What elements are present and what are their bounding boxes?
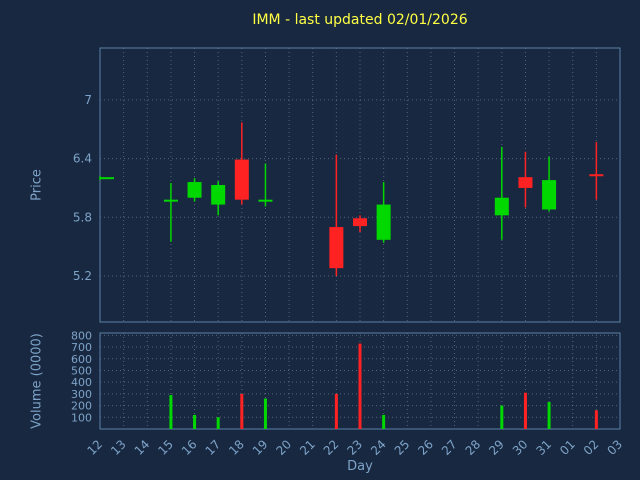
volume-bar-down <box>334 393 338 429</box>
day-axis-label: Day <box>347 459 373 474</box>
volume-bar-up <box>169 395 173 429</box>
volume-bar-up <box>216 417 220 429</box>
volume-bar-up <box>382 414 386 429</box>
day-tick-label: 13 <box>108 437 129 458</box>
candle-body-up <box>100 177 114 180</box>
day-tick-label: 22 <box>321 437 342 458</box>
price-tick-label: 5.2 <box>73 269 92 283</box>
candle-body-up <box>163 199 178 202</box>
day-tick-label: 31 <box>534 437 555 458</box>
day-tick-label: 02 <box>581 437 602 458</box>
price-tick-label: 7 <box>84 93 92 107</box>
day-tick-label: 17 <box>203 437 224 458</box>
day-tick-label: 03 <box>604 437 625 458</box>
volume-tick-label: 100 <box>71 411 92 424</box>
day-tick-label: 30 <box>510 437 531 458</box>
day-tick-label: 16 <box>179 437 200 458</box>
volume-tick-label: 700 <box>71 341 92 354</box>
day-tick-label: 28 <box>463 437 484 458</box>
day-tick-label: 25 <box>392 437 413 458</box>
volume-tick-label: 400 <box>71 376 92 389</box>
price-axis-label: Price <box>29 169 45 201</box>
volume-bar-down <box>240 393 244 429</box>
volume-bar-down <box>358 343 362 429</box>
volume-bar-up <box>193 414 197 429</box>
volume-bar-up <box>263 398 267 429</box>
chart-title: IMM - last updated 02/01/2026 <box>252 12 468 28</box>
volume-bar-down <box>523 392 527 429</box>
day-tick-label: 29 <box>486 437 507 458</box>
volume-tick-label: 300 <box>71 388 92 401</box>
candle-body-up <box>258 199 273 202</box>
day-tick-label: 26 <box>415 437 436 458</box>
volume-axis-label: Volume (0000) <box>29 333 45 429</box>
price-tick-label: 6.4 <box>73 152 92 166</box>
day-tick-label: 23 <box>344 437 365 458</box>
day-tick-label: 19 <box>250 437 271 458</box>
price-tick-label: 5.8 <box>73 210 92 224</box>
candle-body-down <box>234 159 249 200</box>
day-tick-label: 12 <box>84 437 105 458</box>
volume-tick-label: 800 <box>71 329 92 342</box>
volume-bar-up <box>547 402 551 429</box>
candle-body-down <box>589 174 604 177</box>
day-tick-label: 14 <box>132 437 153 458</box>
day-tick-label: 24 <box>368 437 389 458</box>
volume-bar-up <box>500 405 504 429</box>
candle-body-up <box>376 204 391 240</box>
day-tick-label: 18 <box>226 437 247 458</box>
day-tick-label: 21 <box>297 437 318 458</box>
volume-tick-label: 600 <box>71 353 92 366</box>
day-tick-label: 27 <box>439 437 460 458</box>
day-tick-label: 01 <box>557 437 578 458</box>
volume-tick-label: 200 <box>71 400 92 413</box>
candle-body-up <box>494 197 509 216</box>
volume-tick-label: 500 <box>71 364 92 377</box>
volume-bar-down <box>594 410 598 429</box>
price-panel-frame <box>99 47 621 323</box>
candle-body-up <box>211 185 226 205</box>
candle-body-up <box>542 180 557 210</box>
candle-body-down <box>353 218 367 227</box>
candle-body-down <box>329 227 344 269</box>
day-tick-label: 15 <box>155 437 176 458</box>
candle-body-down <box>518 177 533 188</box>
day-tick-label: 20 <box>274 437 295 458</box>
candle-body-up <box>187 182 202 198</box>
